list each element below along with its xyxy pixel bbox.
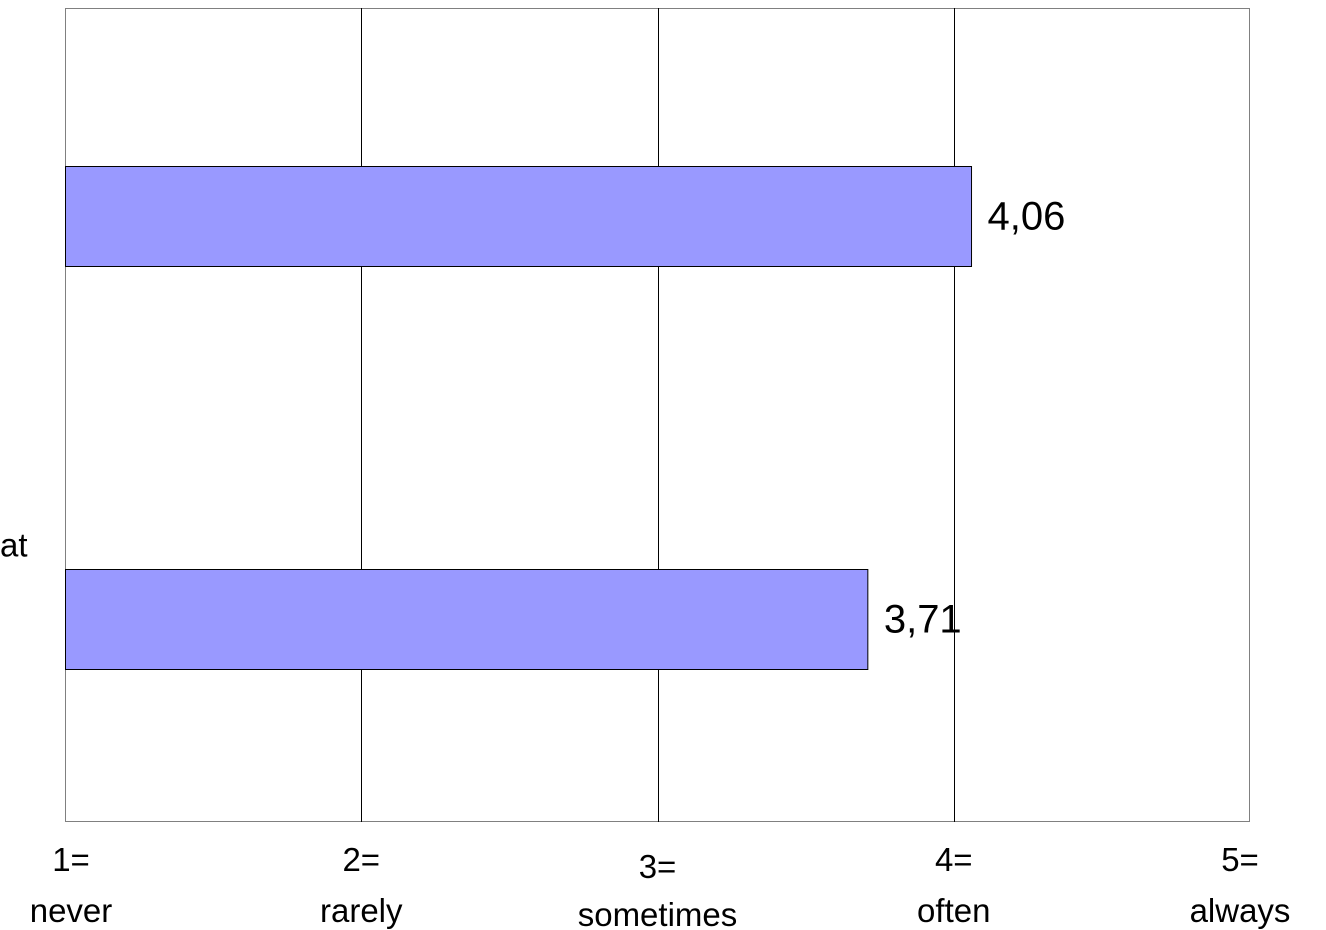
bar-2 <box>65 569 869 670</box>
x-tick-label-5-text: always <box>1190 892 1291 929</box>
x-tick-label-2-text: rarely <box>320 892 403 929</box>
data-label-2: 3,71 <box>884 598 962 642</box>
x-tick-label-4-text: often <box>917 892 990 929</box>
x-tick-label-2-number: 2= <box>342 841 380 878</box>
x-tick-label-3-number: 3= <box>639 848 677 885</box>
x-tick-labels: 1= never 2= rarely 3= sometimes 4= often 5= alway… <box>30 841 1291 930</box>
x-tick-label-1-number: 1= <box>52 841 90 878</box>
gridlines <box>361 8 955 822</box>
bars <box>65 166 973 670</box>
data-label-1: 4,06 <box>988 195 1066 239</box>
x-tick-label-4-number: 4= <box>935 841 973 878</box>
bar-1 <box>65 166 973 267</box>
x-tick-label-5-number: 5= <box>1221 841 1259 878</box>
category-label-2: at <box>0 527 28 564</box>
x-tick-label-3-text: sometimes <box>578 896 738 930</box>
plot-frame <box>65 8 1250 822</box>
category-labels: at <box>0 527 28 564</box>
value-labels: 4,06 3,71 <box>884 195 1066 642</box>
x-tick-label-1-text: never <box>30 892 113 929</box>
